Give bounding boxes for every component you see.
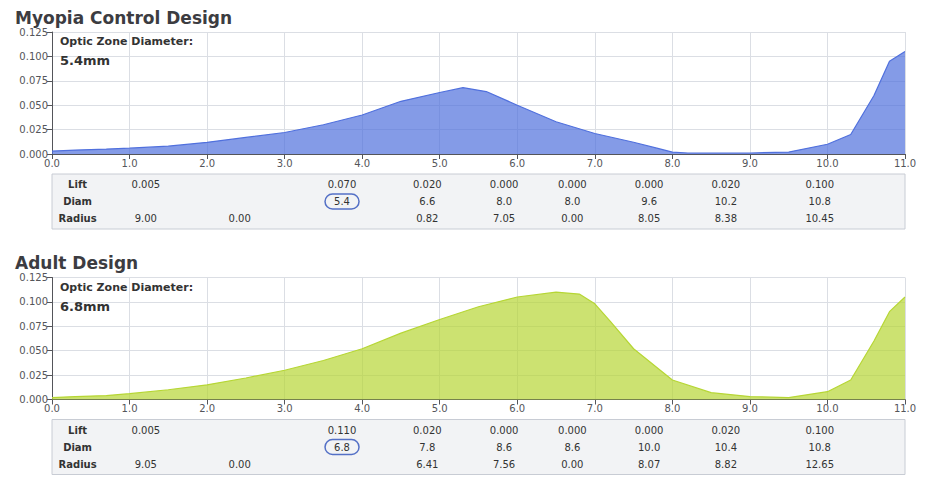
svg-text:0.000: 0.000 bbox=[635, 179, 664, 190]
svg-text:0.025: 0.025 bbox=[19, 124, 48, 135]
svg-text:0.025: 0.025 bbox=[19, 370, 48, 381]
svg-text:0.82: 0.82 bbox=[416, 213, 438, 224]
svg-text:Lift: Lift bbox=[68, 179, 87, 190]
svg-text:Optic Zone Diameter:: Optic Zone Diameter: bbox=[60, 281, 193, 294]
svg-text:0.100: 0.100 bbox=[805, 425, 834, 436]
svg-text:0.125: 0.125 bbox=[19, 272, 48, 283]
svg-text:2.0: 2.0 bbox=[199, 158, 215, 169]
svg-text:0.0: 0.0 bbox=[44, 403, 60, 414]
svg-text:3.0: 3.0 bbox=[277, 403, 293, 414]
svg-text:8.0: 8.0 bbox=[664, 158, 680, 169]
svg-text:Radius: Radius bbox=[59, 459, 97, 470]
svg-text:7.56: 7.56 bbox=[493, 459, 515, 470]
svg-text:0.000: 0.000 bbox=[490, 425, 519, 436]
svg-text:10.45: 10.45 bbox=[805, 213, 834, 224]
svg-text:Lift: Lift bbox=[68, 425, 87, 436]
svg-text:0.00: 0.00 bbox=[229, 213, 251, 224]
svg-text:10.2: 10.2 bbox=[715, 196, 737, 207]
svg-text:0.0: 0.0 bbox=[44, 158, 60, 169]
svg-text:5.4: 5.4 bbox=[334, 196, 350, 207]
svg-text:1.0: 1.0 bbox=[122, 158, 138, 169]
svg-text:9.00: 9.00 bbox=[135, 213, 157, 224]
svg-text:8.05: 8.05 bbox=[638, 213, 660, 224]
svg-text:Myopia Control Design: Myopia Control Design bbox=[15, 8, 232, 28]
svg-text:11.0: 11.0 bbox=[894, 158, 916, 169]
svg-text:0.000: 0.000 bbox=[558, 179, 587, 190]
svg-text:6.8mm: 6.8mm bbox=[60, 299, 110, 314]
svg-text:6.6: 6.6 bbox=[419, 196, 435, 207]
svg-text:0.00: 0.00 bbox=[229, 459, 251, 470]
svg-text:8.82: 8.82 bbox=[715, 459, 737, 470]
svg-text:Adult Design: Adult Design bbox=[15, 253, 138, 273]
svg-text:5.4mm: 5.4mm bbox=[60, 53, 110, 68]
svg-text:0.075: 0.075 bbox=[19, 75, 48, 86]
svg-text:10.8: 10.8 bbox=[809, 442, 831, 453]
svg-text:0.075: 0.075 bbox=[19, 321, 48, 332]
svg-text:0.050: 0.050 bbox=[19, 100, 48, 111]
svg-text:2.0: 2.0 bbox=[199, 403, 215, 414]
svg-text:Radius: Radius bbox=[59, 213, 97, 224]
svg-text:7.8: 7.8 bbox=[419, 442, 435, 453]
svg-text:4.0: 4.0 bbox=[354, 403, 370, 414]
svg-text:10.0: 10.0 bbox=[816, 403, 838, 414]
svg-text:10.4: 10.4 bbox=[715, 442, 737, 453]
svg-text:9.0: 9.0 bbox=[742, 158, 758, 169]
svg-text:8.6: 8.6 bbox=[496, 442, 512, 453]
svg-text:0.100: 0.100 bbox=[19, 296, 48, 307]
svg-text:8.38: 8.38 bbox=[715, 213, 737, 224]
svg-text:0.000: 0.000 bbox=[490, 179, 519, 190]
svg-text:9.05: 9.05 bbox=[135, 459, 157, 470]
svg-text:0.020: 0.020 bbox=[413, 179, 442, 190]
svg-text:0.005: 0.005 bbox=[132, 179, 161, 190]
svg-text:Optic Zone Diameter:: Optic Zone Diameter: bbox=[60, 35, 193, 48]
svg-text:Diam: Diam bbox=[63, 442, 92, 453]
svg-text:8.0: 8.0 bbox=[496, 196, 512, 207]
svg-text:9.6: 9.6 bbox=[641, 196, 657, 207]
svg-text:0.020: 0.020 bbox=[413, 425, 442, 436]
svg-text:4.0: 4.0 bbox=[354, 158, 370, 169]
svg-text:Diam: Diam bbox=[63, 196, 92, 207]
svg-text:7.0: 7.0 bbox=[587, 158, 603, 169]
svg-text:0.020: 0.020 bbox=[712, 179, 741, 190]
svg-text:1.0: 1.0 bbox=[122, 403, 138, 414]
svg-text:10.0: 10.0 bbox=[816, 158, 838, 169]
svg-text:6.8: 6.8 bbox=[334, 442, 350, 453]
svg-text:0.000: 0.000 bbox=[558, 425, 587, 436]
svg-text:8.07: 8.07 bbox=[638, 459, 660, 470]
svg-text:0.100: 0.100 bbox=[805, 179, 834, 190]
svg-text:0.000: 0.000 bbox=[635, 425, 664, 436]
svg-text:0.100: 0.100 bbox=[19, 51, 48, 62]
svg-text:0.00: 0.00 bbox=[561, 459, 583, 470]
svg-text:9.0: 9.0 bbox=[742, 403, 758, 414]
svg-text:8.0: 8.0 bbox=[664, 403, 680, 414]
svg-text:0.125: 0.125 bbox=[19, 27, 48, 38]
svg-text:0.00: 0.00 bbox=[561, 213, 583, 224]
svg-text:10.0: 10.0 bbox=[638, 442, 660, 453]
svg-text:6.0: 6.0 bbox=[509, 158, 525, 169]
svg-text:0.000: 0.000 bbox=[19, 394, 48, 405]
svg-text:12.65: 12.65 bbox=[805, 459, 834, 470]
svg-text:0.000: 0.000 bbox=[19, 148, 48, 160]
svg-text:0.110: 0.110 bbox=[328, 425, 357, 436]
svg-text:5.0: 5.0 bbox=[432, 158, 448, 169]
svg-text:5.0: 5.0 bbox=[432, 403, 448, 414]
svg-text:0.020: 0.020 bbox=[712, 425, 741, 436]
svg-text:7.05: 7.05 bbox=[493, 213, 515, 224]
svg-text:0.005: 0.005 bbox=[132, 425, 161, 436]
svg-text:6.0: 6.0 bbox=[509, 403, 525, 414]
svg-text:0.070: 0.070 bbox=[328, 179, 357, 190]
svg-text:8.0: 8.0 bbox=[564, 196, 580, 207]
svg-text:10.8: 10.8 bbox=[809, 196, 831, 207]
svg-text:6.41: 6.41 bbox=[416, 459, 438, 470]
svg-text:7.0: 7.0 bbox=[587, 403, 603, 414]
svg-text:0.050: 0.050 bbox=[19, 345, 48, 356]
svg-text:3.0: 3.0 bbox=[277, 158, 293, 169]
svg-text:11.0: 11.0 bbox=[894, 403, 916, 414]
svg-text:8.6: 8.6 bbox=[564, 442, 580, 453]
